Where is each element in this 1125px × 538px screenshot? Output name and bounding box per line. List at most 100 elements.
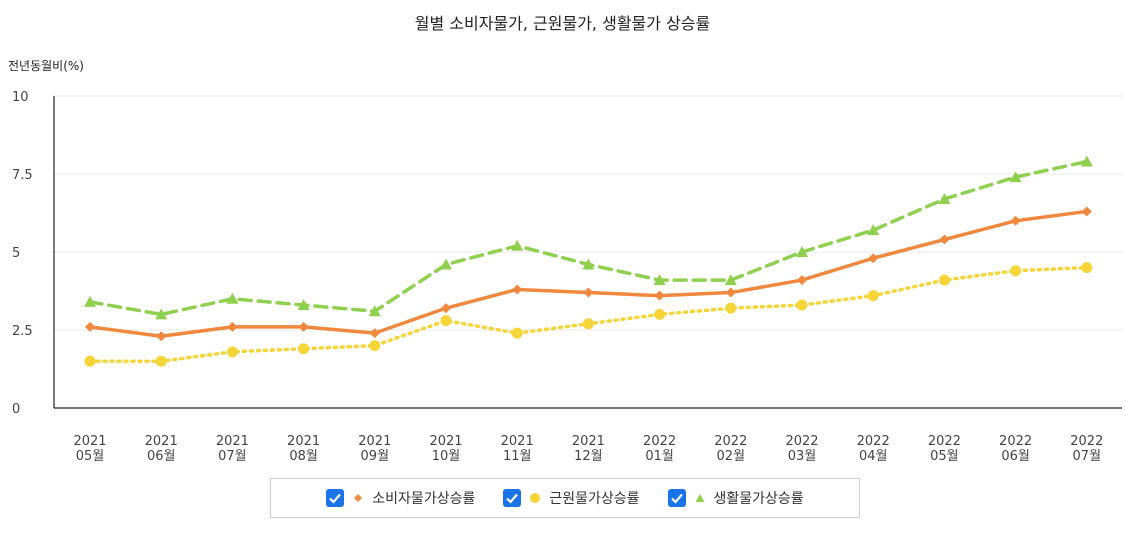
data-point: [797, 275, 807, 286]
data-point: [654, 308, 666, 320]
y-tick-label: 7.5: [12, 168, 33, 183]
data-point: [440, 258, 452, 270]
data-point: [1081, 206, 1092, 217]
data-point: [1081, 262, 1093, 274]
legend-checkbox-living[interactable]: [667, 489, 686, 507]
data-point: [368, 305, 381, 317]
y-tick-label: 2.5: [12, 324, 33, 339]
data-point: [226, 346, 238, 358]
x-tick-label: 2022: [1070, 434, 1103, 449]
x-tick-label: 03월: [788, 449, 817, 464]
y-tick-label: 0: [12, 402, 20, 417]
data-point: [1010, 215, 1021, 226]
data-point: [1080, 155, 1093, 167]
data-point: [1009, 171, 1022, 183]
data-point: [1010, 265, 1022, 277]
data-point: [725, 302, 737, 314]
x-tick-label: 2021: [358, 434, 391, 449]
data-point: [512, 284, 523, 295]
y-axis-label: 전년동월비(%): [8, 59, 84, 73]
data-point: [84, 355, 96, 367]
x-tick-label: 01월: [645, 449, 674, 464]
data-point: [868, 253, 879, 264]
x-tick-label: 09월: [361, 449, 390, 464]
legend-checkbox-cpi[interactable]: [326, 489, 345, 507]
x-tick-label: 2021: [572, 434, 605, 449]
chart-title: 월별 소비자물가, 근원물가, 생활물가 상승률: [414, 14, 711, 33]
checkmark-icon: [506, 493, 519, 504]
checkmark-icon: [670, 493, 683, 504]
legend-item-living[interactable]: 생활물가상승률: [667, 488, 804, 508]
checkmark-icon: [329, 493, 342, 504]
x-tick-label: 06월: [147, 449, 176, 464]
x-tick-label: 2022: [928, 434, 961, 449]
legend-label-core: 근원물가상승률: [549, 491, 640, 507]
data-point: [155, 308, 168, 320]
data-point: [582, 318, 594, 330]
legend-checkbox-core[interactable]: [503, 489, 522, 507]
legend-label-cpi: 소비자물가상승률: [372, 491, 476, 507]
x-tick-label: 04월: [859, 449, 888, 464]
data-point: [511, 327, 523, 339]
x-tick-label: 2021: [73, 434, 106, 449]
data-point: [155, 355, 167, 367]
series-line-0: [88, 209, 1089, 338]
data-point: [441, 303, 451, 314]
x-tick-label: 10월: [432, 449, 461, 464]
x-tick-label: 2021: [145, 434, 178, 449]
data-point: [938, 274, 950, 286]
x-tick-label: 2021: [429, 434, 462, 449]
data-point: [725, 287, 736, 298]
x-tick-label: 2022: [785, 434, 818, 449]
data-point: [938, 192, 951, 204]
data-point: [298, 321, 309, 332]
x-tick-label: 2021: [287, 434, 320, 449]
x-tick-label: 2022: [714, 434, 747, 449]
data-point: [369, 328, 380, 339]
x-tick-label: 2022: [643, 434, 676, 449]
data-point: [796, 299, 808, 311]
x-tick-label: 08월: [289, 449, 318, 464]
data-point: [582, 258, 595, 270]
series-layer: [84, 155, 1093, 367]
x-tick-label: 07월: [1073, 449, 1102, 464]
data-point: [653, 274, 666, 286]
x-tick-label: 06월: [1001, 449, 1030, 464]
data-point: [724, 274, 737, 286]
x-tick-label: 12월: [574, 449, 603, 464]
x-tick-label: 2022: [999, 434, 1032, 449]
legend-label-living: 생활물가상승률: [713, 491, 804, 507]
data-point: [939, 234, 950, 245]
legend-item-core[interactable]: 근원물가상승률: [503, 488, 640, 508]
data-point: [654, 290, 665, 301]
data-point: [226, 292, 239, 304]
circle-marker-icon: [530, 493, 541, 503]
line-chart: 전년동월비(%)02.557.510202105월202106월202107월2…: [8, 59, 1122, 464]
data-point: [84, 295, 96, 307]
x-tick-label: 2021: [216, 434, 249, 449]
legend: 소비자물가상승률 근원물가상승률 생활물가상승률: [270, 478, 860, 518]
data-point: [867, 224, 880, 236]
legend-item-cpi[interactable]: 소비자물가상승률: [326, 488, 475, 508]
diamond-marker-icon: [354, 494, 363, 502]
triangle-marker-icon: [695, 494, 705, 502]
data-point: [298, 343, 310, 355]
series-line-1: [88, 265, 1089, 363]
x-tick-label: 2022: [857, 434, 890, 449]
x-tick-label: 02월: [717, 449, 746, 464]
data-point: [85, 321, 95, 332]
x-tick-label: 05월: [76, 449, 105, 464]
data-point: [796, 246, 808, 257]
y-tick-label: 10: [12, 90, 29, 105]
data-point: [227, 321, 238, 332]
x-tick-label: 2021: [501, 434, 534, 449]
data-point: [867, 290, 879, 302]
data-point: [369, 340, 381, 352]
data-point: [156, 331, 167, 342]
data-point: [440, 315, 452, 327]
data-point: [583, 287, 594, 298]
data-point: [297, 299, 310, 311]
x-tick-label: 07월: [218, 449, 247, 464]
x-tick-label: 05월: [930, 449, 959, 464]
y-tick-label: 5: [12, 246, 20, 261]
